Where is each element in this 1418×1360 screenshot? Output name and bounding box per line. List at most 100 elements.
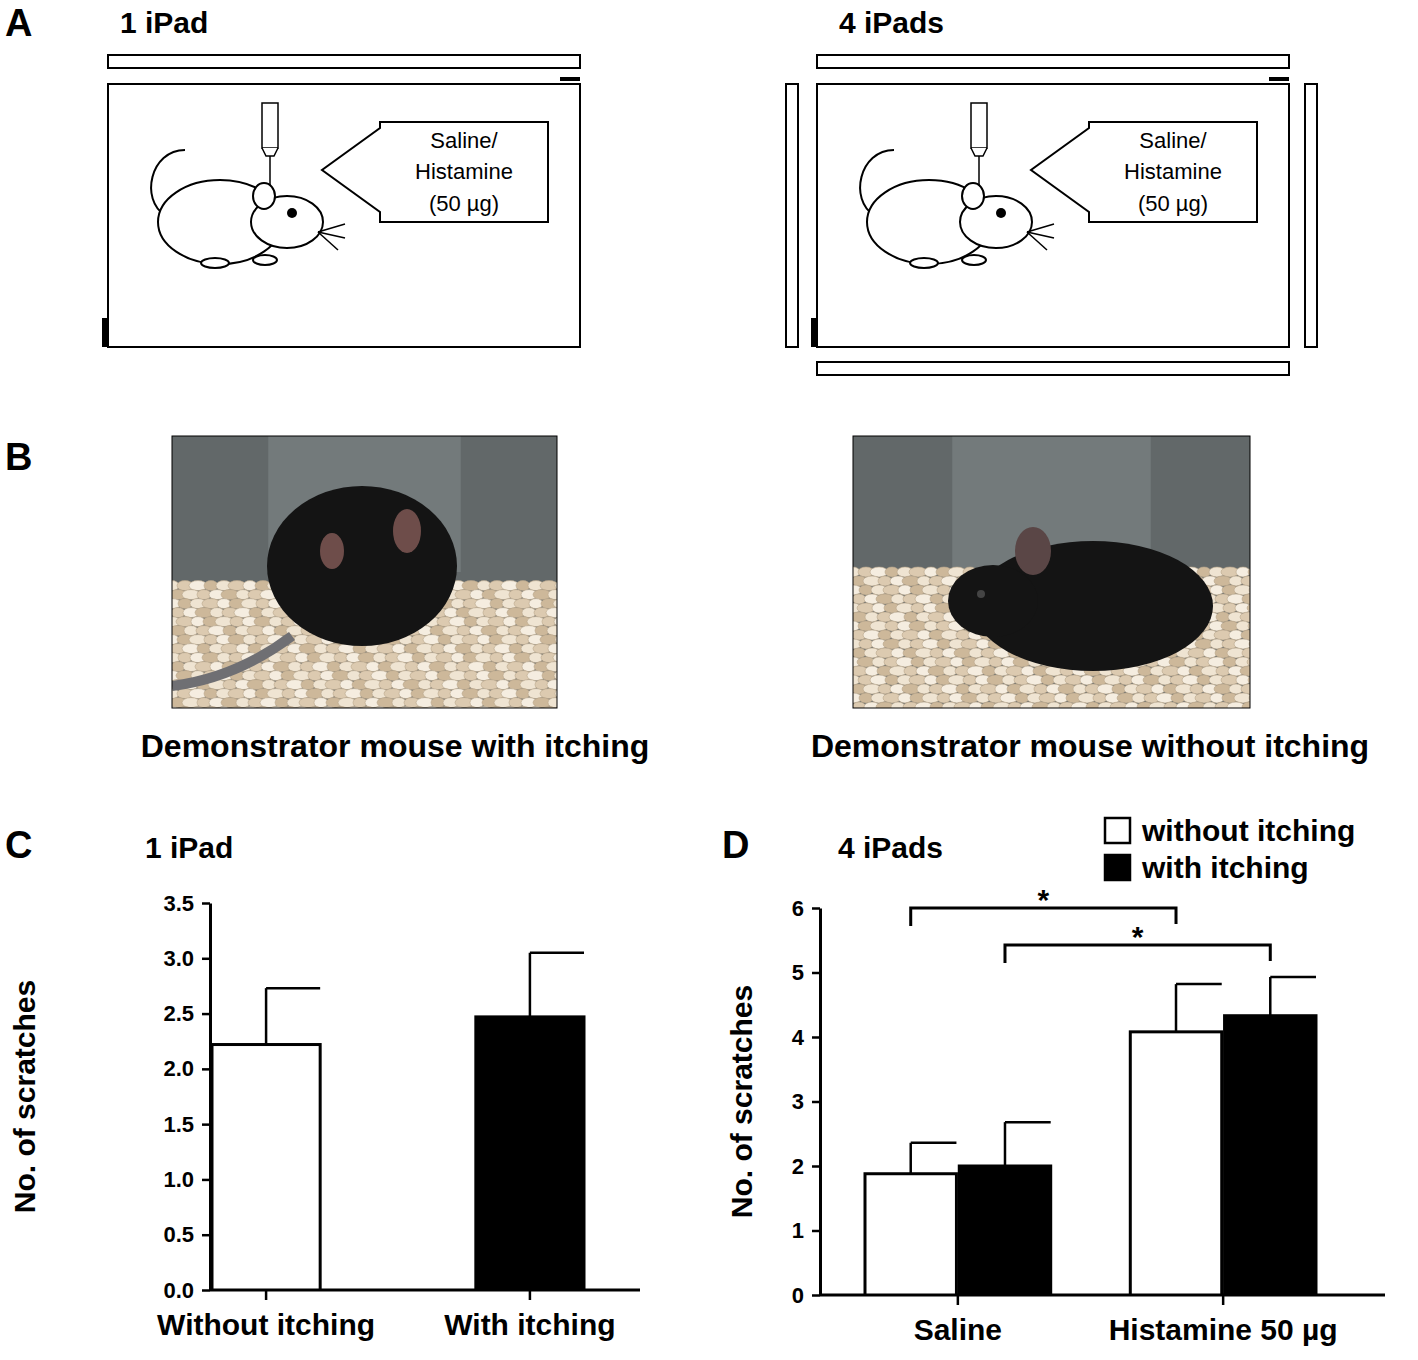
error-cap: [530, 952, 584, 955]
photo-wall: [172, 436, 557, 708]
x-axis: SalineHistamine 50 µg: [820, 1295, 1385, 1346]
bedding: [548, 644, 557, 654]
mouse-ear: [1015, 527, 1051, 575]
bedding: [540, 581, 557, 591]
mouse-foot: [201, 258, 229, 268]
bar: [476, 1017, 584, 1290]
bedding: [1241, 684, 1250, 694]
mouse-whisker: [1027, 232, 1047, 250]
x-tick-label: With itching: [444, 1308, 615, 1341]
y-tick-label: 2.5: [163, 1001, 194, 1026]
mouse-drawing: [151, 150, 345, 268]
camera-mark: [1269, 77, 1289, 81]
x-axis: Without itchingWith itching: [157, 1290, 640, 1341]
mouse-body: [267, 486, 457, 646]
y-tick: 0.5: [163, 1222, 210, 1247]
mouse-eye: [996, 208, 1006, 218]
bedding: [547, 680, 557, 690]
cage: [817, 84, 1289, 347]
bedding: [548, 590, 557, 600]
y-tick: 0: [792, 1283, 820, 1308]
error-bar: [909, 1143, 912, 1174]
bedding: [546, 662, 557, 672]
y-tick-label: 0: [792, 1283, 804, 1308]
y-axis-title: No. of scratches: [725, 985, 758, 1218]
y-tick: 2.5: [163, 1001, 210, 1026]
photo-caption: Demonstrator mouse with itching: [141, 728, 649, 764]
callout-text: Saline/: [430, 128, 498, 153]
bar: [959, 1166, 1050, 1295]
bedding: [1240, 666, 1250, 676]
error-cap: [1270, 976, 1316, 979]
callout-text: Saline/: [1139, 128, 1207, 153]
y-tick-label: 3: [792, 1089, 804, 1114]
y-tick-label: 1.5: [163, 1112, 194, 1137]
bedding: [546, 608, 557, 618]
y-tick-label: 4: [792, 1025, 805, 1050]
callout-text: Histamine: [415, 159, 513, 184]
y-tick: 2: [792, 1154, 820, 1179]
y-tick: 3.0: [163, 946, 210, 971]
y-tick-mark: [812, 1036, 820, 1039]
y-axis: 0.00.51.01.52.02.53.03.5: [163, 891, 210, 1303]
photo: [844, 436, 1271, 721]
bedding: [553, 653, 557, 663]
mouse-drawing: [860, 150, 1054, 268]
syringe-barrel: [971, 103, 987, 148]
bedding: [540, 635, 557, 645]
bedding: [553, 599, 557, 609]
y-axis: 0123456: [792, 896, 821, 1308]
x-tick-mark: [265, 1290, 268, 1300]
bar: [212, 1045, 320, 1290]
mouse-foot: [910, 258, 938, 268]
y-tick-mark: [202, 902, 210, 905]
bedding: [1242, 594, 1250, 604]
significance-star: *: [1038, 883, 1050, 916]
bedding: [1242, 702, 1250, 708]
y-tick: 3: [792, 1089, 820, 1114]
y-axis-title: No. of scratches: [8, 980, 41, 1213]
y-tick-label: 2: [792, 1154, 804, 1179]
ipad: [817, 362, 1289, 375]
camera-mark: [102, 318, 108, 347]
y-tick: 1.0: [163, 1167, 210, 1192]
y-tick-mark: [202, 1289, 210, 1292]
bedding: [1234, 585, 1250, 595]
callout-arrow: [1031, 122, 1257, 222]
figure: ABCD1 iPadSaline/Histamine(50 µg)4 iPads…: [0, 0, 1418, 1360]
y-tick-mark: [812, 1230, 820, 1233]
y-tick-mark: [812, 1165, 820, 1168]
x-tick: With itching: [444, 1290, 615, 1341]
plot-area: [212, 953, 584, 1290]
bedding: [1241, 576, 1250, 586]
chart-title: 4 iPads: [838, 831, 943, 864]
x-tick: Saline: [914, 1295, 1002, 1346]
y-tick-mark: [202, 1179, 210, 1182]
x-tick-mark: [529, 1290, 532, 1300]
chart-panel: 0.00.51.01.52.02.53.03.5Without itchingW…: [8, 831, 640, 1341]
ipad: [1305, 84, 1317, 347]
callout-text: (50 µg): [1138, 191, 1208, 216]
y-tick-mark: [812, 972, 820, 975]
photo: [163, 436, 577, 717]
legend-swatch: [1105, 818, 1130, 843]
y-tick-label: 3.0: [163, 946, 194, 971]
ipad: [786, 84, 798, 347]
setup-diagram: 4 iPadsSaline/Histamine(50 µg): [786, 6, 1317, 375]
error-cap: [911, 1142, 957, 1145]
y-tick-mark: [812, 907, 820, 910]
ipad: [817, 55, 1289, 68]
panel-label: D: [722, 824, 749, 866]
mouse-eye: [287, 208, 297, 218]
callout-arrow: [322, 122, 548, 222]
mouse-ear: [962, 183, 984, 209]
significance-star: *: [1132, 920, 1144, 953]
chart-panel: 0123456SalineHistamine 50 µg4 iPadsNo. o…: [725, 814, 1385, 1346]
mouse-ear: [393, 509, 421, 553]
bedding: [548, 698, 557, 708]
photo-caption: Demonstrator mouse without itching: [811, 728, 1369, 764]
x-tick-mark: [957, 1295, 960, 1305]
bedding: [1234, 693, 1250, 703]
mouse-ear: [253, 183, 275, 209]
error-cap: [266, 987, 320, 990]
